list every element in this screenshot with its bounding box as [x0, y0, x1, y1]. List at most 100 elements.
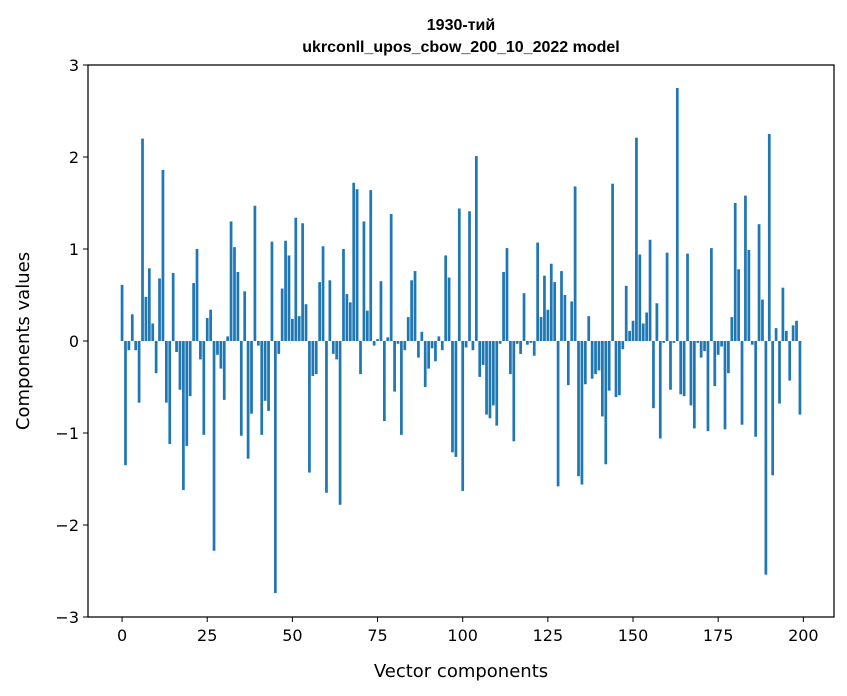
bar-component-110: [495, 341, 499, 426]
bar-component-152: [638, 254, 642, 341]
bar-component-77: [382, 341, 386, 422]
bar-component-55: [308, 341, 311, 473]
bar-component-104: [474, 156, 478, 341]
bar-component-17: [178, 341, 182, 390]
bar-component-149: [628, 330, 631, 341]
bar-component-137: [587, 316, 591, 341]
bar-component-35: [239, 341, 243, 436]
bar-component-139: [594, 341, 597, 375]
y-tick-label: −3: [55, 608, 79, 627]
bar-component-51: [294, 217, 298, 341]
bar-component-170: [699, 341, 703, 358]
bar-component-162: [672, 341, 676, 343]
bars-group: [120, 88, 802, 594]
bar-component-140: [597, 341, 601, 371]
bar-component-131: [566, 341, 570, 386]
bar-component-0: [120, 284, 124, 341]
bar-component-184: [747, 249, 751, 341]
bar-component-136: [583, 341, 587, 385]
bar-component-10: [154, 341, 158, 374]
bar-component-41: [260, 341, 264, 435]
bar-component-138: [590, 341, 594, 379]
bar-component-94: [440, 341, 444, 351]
bar-component-123: [539, 317, 543, 341]
y-tick-label: 0: [69, 332, 79, 351]
bar-component-83: [403, 341, 407, 351]
bar-component-146: [618, 341, 621, 396]
bar-component-191: [771, 341, 775, 476]
bar-component-82: [400, 341, 403, 435]
x-tick-label: 75: [367, 626, 387, 645]
bar-component-86: [413, 271, 417, 341]
x-tick-label: 100: [447, 626, 478, 645]
bar-component-114: [509, 341, 512, 375]
bar-component-189: [764, 341, 768, 575]
bar-component-112: [502, 272, 505, 341]
bar-component-178: [727, 341, 730, 374]
bar-component-177: [723, 341, 727, 430]
bar-component-161: [669, 341, 672, 390]
x-tick-label: 25: [197, 626, 217, 645]
bar-component-60: [325, 341, 328, 493]
bar-component-169: [696, 341, 700, 343]
bar-component-105: [478, 341, 482, 377]
bar-component-59: [321, 246, 325, 341]
bar-component-62: [331, 341, 335, 354]
bar-component-64: [338, 341, 342, 505]
x-tick-label: 200: [788, 626, 819, 645]
bar-component-144: [611, 183, 614, 341]
bar-component-143: [607, 341, 611, 391]
bar-component-165: [682, 341, 686, 397]
y-tick-label: 1: [69, 240, 79, 259]
bar-component-9: [151, 323, 155, 341]
bar-component-7: [144, 296, 148, 341]
bar-component-5: [137, 341, 141, 403]
bar-component-108: [488, 341, 492, 419]
bar-component-67: [348, 302, 352, 341]
bar-component-25: [205, 318, 209, 341]
bar-component-91: [430, 341, 434, 349]
x-tick-label: 150: [618, 626, 649, 645]
bar-component-147: [621, 341, 625, 350]
bar-component-78: [386, 337, 390, 341]
bar-component-95: [444, 255, 448, 341]
bar-component-127: [553, 282, 557, 341]
bar-component-199: [798, 341, 802, 415]
y-tick-label: −1: [55, 424, 79, 443]
bar-component-80: [393, 341, 396, 392]
bar-component-164: [679, 341, 683, 395]
bar-component-126: [549, 263, 553, 341]
bar-component-135: [580, 341, 584, 485]
bar-component-167: [689, 341, 693, 406]
bar-component-103: [471, 341, 475, 351]
bar-component-21: [192, 283, 195, 341]
bar-component-157: [655, 303, 659, 341]
bar-component-22: [195, 249, 199, 341]
bar-component-2: [127, 341, 131, 351]
bar-component-166: [686, 253, 689, 341]
x-axis-ticks: 0 25 50 75 100 125 150 175 200: [117, 617, 819, 645]
bar-component-1: [124, 341, 127, 466]
bar-component-26: [209, 309, 212, 341]
bar-component-45: [273, 341, 277, 594]
bar-component-145: [614, 341, 618, 398]
bar-component-107: [485, 341, 488, 415]
bar-component-194: [781, 287, 785, 341]
bar-component-174: [713, 341, 717, 387]
chart-title-line1: 1930-тий: [427, 17, 495, 34]
bar-component-172: [706, 341, 710, 432]
bar-component-52: [297, 316, 301, 341]
bar-component-23: [199, 341, 202, 360]
bar-component-130: [563, 295, 567, 341]
bar-component-70: [359, 341, 362, 375]
bar-component-188: [761, 299, 764, 341]
bar-component-40: [256, 341, 260, 346]
bar-component-75: [376, 339, 379, 341]
bar-component-27: [212, 341, 216, 551]
bar-component-54: [304, 304, 308, 341]
bar-component-117: [519, 341, 522, 354]
bar-component-30: [222, 341, 226, 400]
bar-component-100: [461, 341, 465, 491]
x-tick-label: 50: [282, 626, 302, 645]
